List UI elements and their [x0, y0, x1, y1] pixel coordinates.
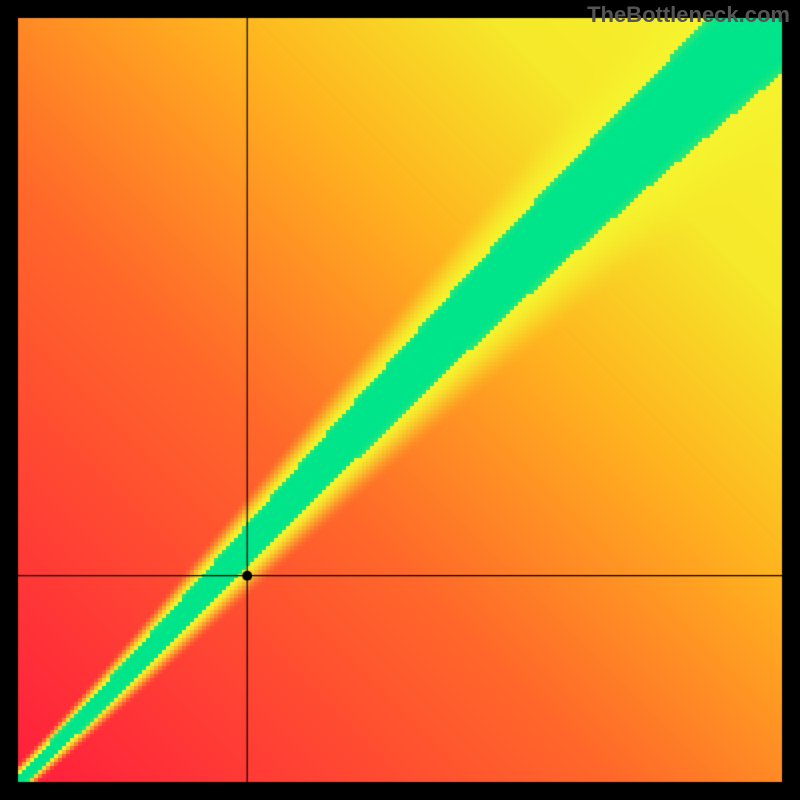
heatmap-canvas	[0, 0, 800, 800]
watermark-text: TheBottleneck.com	[587, 2, 790, 28]
